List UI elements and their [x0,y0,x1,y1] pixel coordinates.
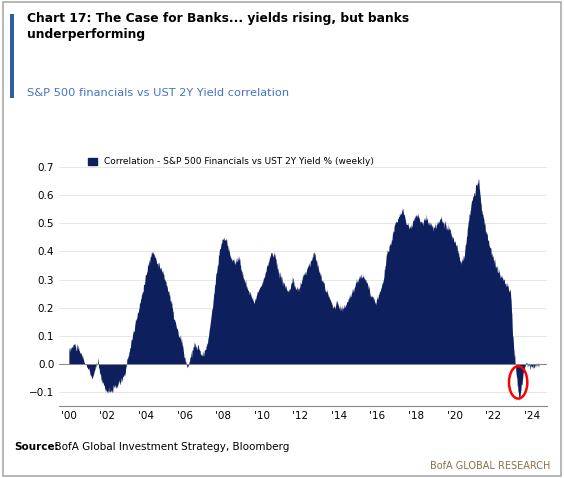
Text: Source:: Source: [14,442,59,452]
Text: Chart 17: The Case for Banks... yields rising, but banks
underperforming: Chart 17: The Case for Banks... yields r… [27,12,409,42]
Text: BofA GLOBAL RESEARCH: BofA GLOBAL RESEARCH [430,461,550,471]
Text: S&P 500 financials vs UST 2Y Yield correlation: S&P 500 financials vs UST 2Y Yield corre… [27,88,289,98]
Legend: Correlation - S&P 500 Financials vs UST 2Y Yield % (weekly): Correlation - S&P 500 Financials vs UST … [88,157,374,166]
Text: BofA Global Investment Strategy, Bloomberg: BofA Global Investment Strategy, Bloombe… [48,442,289,452]
